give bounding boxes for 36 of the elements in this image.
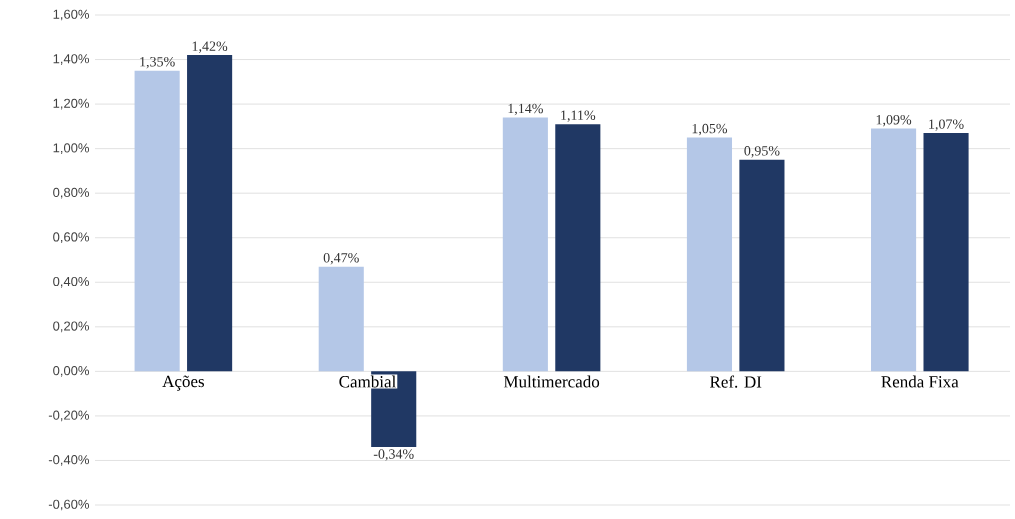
bar [555,124,601,372]
bar [502,117,548,372]
bar [187,55,233,372]
y-tick-label: 0,20% [53,321,90,333]
bar [686,137,733,372]
y-tick-label: 0,60% [53,232,90,244]
data-label: 1,05% [692,123,728,136]
x-tick-label: Ações [162,375,204,391]
bar [923,133,969,372]
y-tick-label: -0,40% [48,455,90,466]
y-tick-label: 1,00% [53,143,90,154]
y-tick-label: 1,20% [53,98,90,110]
data-label: 0,95% [744,146,780,158]
x-tick-label: Ref. DI [709,375,762,388]
data-label: 1,09% [876,114,912,127]
y-tick-label: 0,00% [53,365,90,377]
data-label: 1,07% [929,119,964,131]
data-label: 0,47% [323,253,359,265]
data-label: 1,14% [508,103,543,116]
data-label: 1,11% [561,110,596,122]
bar [134,70,180,372]
x-tick-label: Multimercado [503,375,600,388]
x-tick-label: Renda Fixa [881,375,959,388]
bar [739,159,785,372]
data-label: 1,42% [192,41,228,53]
y-tick-label: -0,20% [48,410,90,422]
x-tick-label: Cambial [339,375,396,388]
y-tick-label: 0,80% [53,187,90,199]
y-tick-label: 0,40% [53,276,90,288]
y-tick-label: 1,60% [53,9,90,21]
y-tick-label: -0,60% [48,499,90,511]
y-tick-label: 1,40% [53,54,90,65]
data-label: 1,35% [140,57,175,69]
bar [871,128,917,372]
bar [318,266,364,372]
data-label: -0,34% [373,449,414,461]
